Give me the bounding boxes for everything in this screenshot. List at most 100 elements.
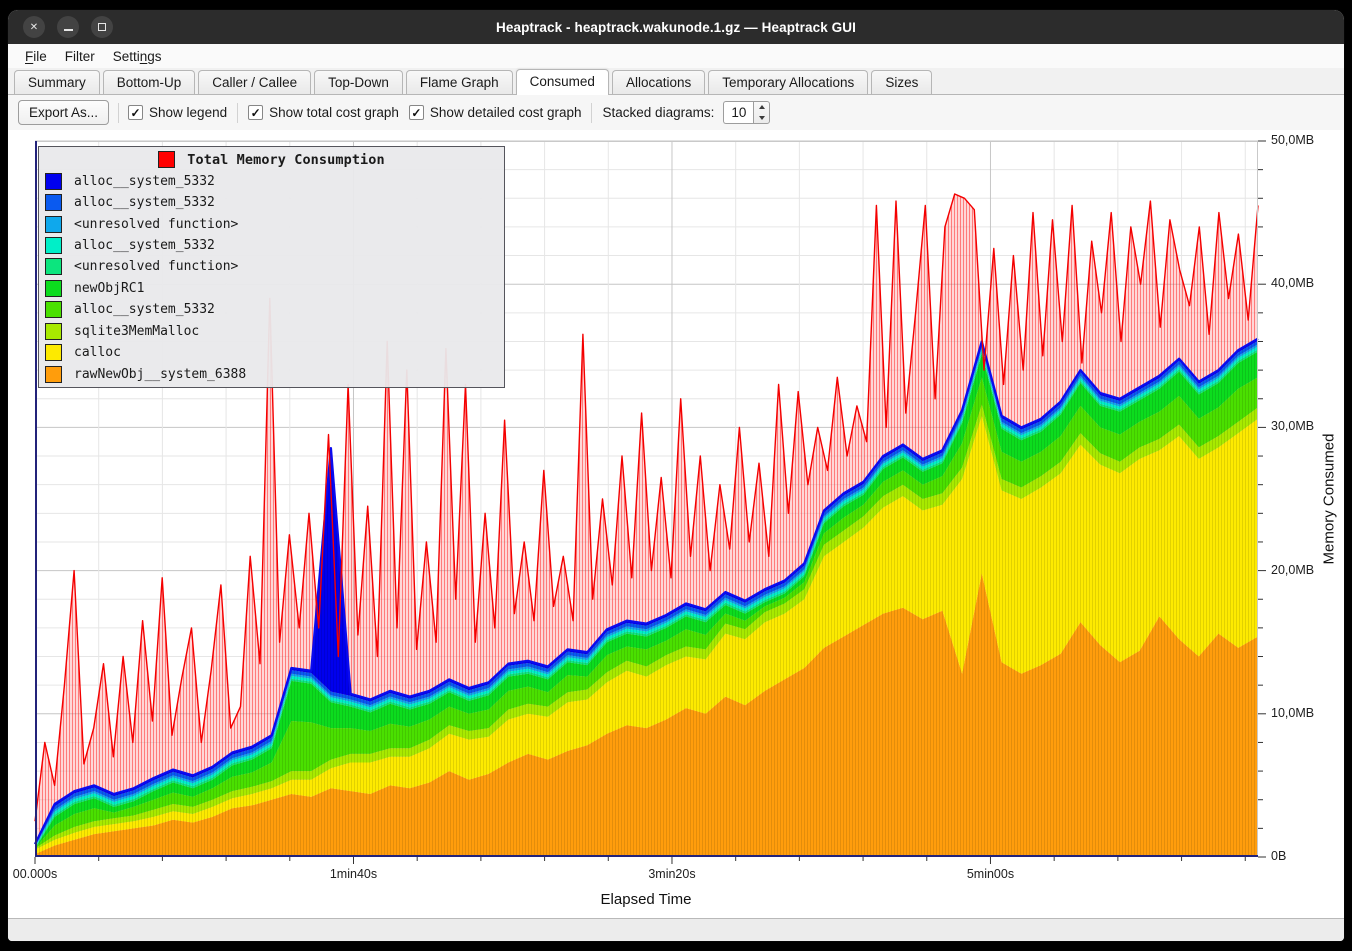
- legend-label: alloc__system_5332: [74, 238, 215, 254]
- tab-top-down[interactable]: Top-Down: [314, 70, 403, 94]
- legend-label: alloc__system_5332: [74, 302, 215, 318]
- tab-bottom-up[interactable]: Bottom-Up: [102, 70, 196, 94]
- menu-item-filter[interactable]: Filter: [64, 48, 95, 64]
- x-tick-label: 3min20s: [648, 867, 696, 881]
- series-area-4: [35, 351, 1258, 849]
- heaptrack-window: ✕ Heaptrack - heaptrack.wakunode.1.gz — …: [8, 10, 1344, 941]
- consumption-chart[interactable]: [33, 140, 1266, 864]
- legend-swatch: [158, 151, 176, 169]
- tab-summary[interactable]: Summary: [14, 70, 100, 94]
- spin-up-button[interactable]: [754, 102, 769, 113]
- chart-area: Total Memory Consumption alloc__system_53…: [8, 130, 1344, 918]
- stacked-diagrams-value[interactable]: 10: [723, 101, 754, 124]
- spin-down-button[interactable]: [754, 113, 769, 124]
- legend-row: rawNewObj__system_6388: [39, 364, 504, 385]
- status-bar: [8, 918, 1344, 941]
- legend-label: <unresolved function>: [74, 216, 239, 232]
- checkbox-group: ✓ Show legend ✓ Show total cost graph ✓ Show …: [128, 102, 582, 123]
- y-tick-label: 0B: [1271, 849, 1287, 863]
- toolbar-separator: [118, 102, 120, 123]
- legend-label: newObjRC1: [74, 280, 145, 296]
- checkbox-box[interactable]: ✓: [408, 105, 424, 120]
- stacked-diagrams-label: Stacked diagrams:: [602, 105, 715, 120]
- tab-temporary-allocations[interactable]: Temporary Allocations: [708, 70, 869, 94]
- legend-row: alloc__system_5332: [39, 235, 504, 256]
- legend-label: alloc__system_5332: [74, 195, 215, 211]
- series-area-3: [35, 377, 1258, 849]
- y-tick-label: 20,0MB: [1271, 562, 1315, 577]
- tab-allocations[interactable]: Allocations: [611, 70, 706, 94]
- titlebar: ✕ Heaptrack - heaptrack.wakunode.1.gz — …: [8, 10, 1344, 44]
- legend-row: <unresolved function>: [39, 213, 504, 234]
- checkbox-show-detailed-cost-graph[interactable]: ✓ Show detailed cost graph: [408, 105, 582, 120]
- legend-label: alloc__system_5332: [74, 173, 215, 189]
- series-area-1: [35, 415, 1258, 855]
- window-title: Heaptrack - heaptrack.wakunode.1.gz — He…: [496, 19, 856, 35]
- legend-swatch: [45, 322, 62, 340]
- close-button[interactable]: ✕: [23, 16, 45, 38]
- chart-legend: Total Memory Consumption alloc__system_53…: [38, 146, 505, 388]
- stacked-diagrams-spinbox[interactable]: 10: [723, 101, 771, 124]
- legend-swatch: [45, 172, 62, 190]
- y-tick-label: 40,0MB: [1271, 276, 1315, 291]
- maximize-button[interactable]: [91, 16, 113, 38]
- legend-row: sqlite3MemMalloc: [39, 321, 504, 342]
- menubar: File Filter Settings: [8, 44, 1344, 68]
- maximize-icon: [98, 23, 106, 31]
- legend-label: calloc: [74, 345, 121, 361]
- minimize-icon: [63, 29, 73, 31]
- window-controls: ✕: [23, 16, 113, 38]
- tab-consumed[interactable]: Consumed: [515, 69, 609, 95]
- y-tick-label: 10,0MB: [1271, 705, 1315, 720]
- tab-flame-graph[interactable]: Flame Graph: [405, 70, 513, 94]
- checkbox-show-total-cost-graph[interactable]: ✓ Show total cost graph: [248, 105, 399, 120]
- tab-sizes[interactable]: Sizes: [871, 70, 933, 94]
- checkbox-label: Show legend: [149, 105, 228, 120]
- legend-label: <unresolved function>: [74, 259, 239, 275]
- menu-item-file[interactable]: File: [25, 48, 47, 64]
- menu-item-settings[interactable]: Settings: [112, 48, 162, 64]
- x-tick-label: 5min00s: [966, 867, 1015, 881]
- chevron-up-icon: [758, 105, 765, 110]
- legend-row: alloc__system_5332: [39, 170, 504, 191]
- total-cost-line: [34, 193, 1259, 822]
- minimize-button[interactable]: [57, 16, 79, 38]
- export-as-button[interactable]: Export As...: [18, 100, 110, 125]
- legend-swatch: [45, 279, 62, 297]
- x-tick-label: 1min40s: [329, 867, 378, 881]
- close-icon: ✕: [29, 21, 39, 33]
- legend-row: alloc__system_5332: [39, 299, 504, 320]
- toolbar-separator: [590, 102, 592, 123]
- legend-swatch: [45, 344, 62, 362]
- x-tick-label: 00.000s: [12, 867, 58, 881]
- stack-top-line: [33, 337, 1259, 845]
- checkbox-label: Show total cost graph: [269, 105, 399, 120]
- legend-swatch: [45, 215, 62, 233]
- legend-label: sqlite3MemMalloc: [74, 323, 200, 339]
- legend-row: <unresolved function>: [39, 256, 504, 277]
- y-tick-label: 30,0MB: [1271, 419, 1315, 434]
- legend-swatch: [45, 237, 62, 255]
- legend-row: newObjRC1: [39, 278, 504, 299]
- legend-label: rawNewObj__system_6388: [74, 366, 247, 382]
- y-tick-label: 50,0MB: [1271, 133, 1315, 147]
- y-axis-title: Memory Consumed: [1320, 433, 1338, 565]
- checkbox-box[interactable]: ✓: [248, 105, 264, 120]
- legend-title-row: Total Memory Consumption: [152, 149, 390, 170]
- toolbar: Export As... ✓ Show legend ✓ Show total cos…: [8, 95, 1344, 130]
- legend-row: calloc: [39, 342, 504, 363]
- legend-label: Total Memory Consumption: [187, 151, 385, 168]
- toolbar-separator: [237, 102, 239, 123]
- checkbox-box[interactable]: ✓: [128, 105, 144, 120]
- legend-swatch: [45, 194, 62, 212]
- tab-bar: Summary Bottom-Up Caller / Callee Top-Down F…: [8, 68, 1344, 95]
- series-area-0: [35, 573, 1258, 857]
- tab-caller-callee[interactable]: Caller / Callee: [198, 70, 312, 94]
- checkbox-label: Show detailed cost graph: [429, 105, 582, 120]
- checkbox-show-legend[interactable]: ✓ Show legend: [128, 105, 227, 120]
- x-axis-title: Elapsed Time: [600, 891, 692, 908]
- legend-row: alloc__system_5332: [39, 192, 504, 213]
- chevron-down-icon: [758, 115, 765, 120]
- legend-swatch: [45, 258, 62, 276]
